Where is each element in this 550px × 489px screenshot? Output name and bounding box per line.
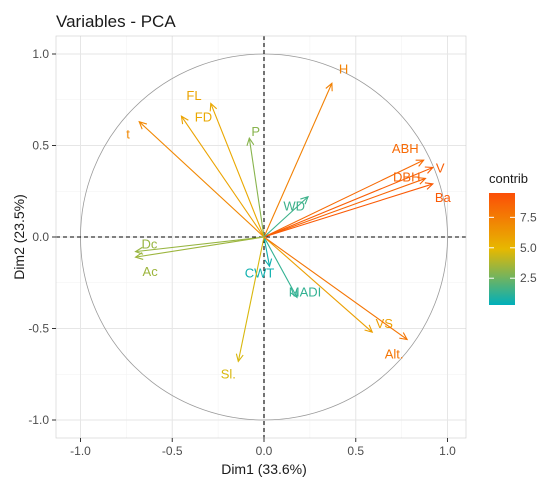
variable-label-fl: FL (186, 88, 201, 103)
legend-tick-label: 5.0 (520, 241, 537, 255)
x-tick-label: 1.0 (439, 444, 456, 458)
variable-label-alt: Alt. (385, 346, 404, 361)
variable-label-v: V (436, 160, 445, 175)
y-tick-label: 0.0 (32, 230, 49, 244)
arrowhead-wd (300, 195, 309, 205)
variable-alt: Alt. (263, 236, 409, 361)
variable-label-sl: Sl. (221, 366, 236, 381)
arrow-shaft-ba (263, 183, 433, 238)
variable-label-p: P (251, 124, 260, 139)
variable-dbh: DBH (263, 169, 427, 238)
variable-label-dbh: DBH (393, 169, 420, 184)
legend-tick-label: 2.5 (520, 271, 537, 285)
x-tick-label: -1.0 (70, 444, 91, 458)
arrowhead-alt (399, 332, 409, 341)
x-tick-label: -0.5 (162, 444, 183, 458)
variable-t: t (126, 120, 265, 238)
x-tick-label: 0.5 (347, 444, 364, 458)
x-tick-label: 0.0 (256, 444, 273, 458)
variable-madi: MADI (263, 236, 322, 299)
variable-label-fd: FD (195, 109, 212, 124)
arrowhead-p (246, 136, 255, 146)
arrow-shaft-dc (135, 236, 265, 253)
variable-cwt: CWT (245, 236, 275, 280)
variable-abh: ABH (263, 141, 425, 238)
x-axis-title: Dim1 (33.6%) (221, 461, 307, 477)
arrow-shaft-h (263, 83, 333, 238)
y-tick-label: 1.0 (32, 47, 49, 61)
arrowhead-ba (424, 182, 435, 190)
arrow-shaft-ac (135, 236, 265, 258)
arrowhead-h (325, 82, 333, 92)
variable-wd: WD (263, 195, 309, 238)
variable-v: V (263, 160, 445, 238)
arrow-shaft-fl (180, 115, 265, 238)
y-axis-title: Dim2 (23.5%) (11, 194, 27, 280)
arrowhead-vs (364, 324, 374, 333)
variable-h: H (263, 61, 348, 238)
arrow-shaft-p (248, 138, 265, 238)
y-tick-label: 0.5 (32, 139, 49, 153)
arrowhead-ac (134, 252, 144, 260)
variable-label-ac: Ac (143, 264, 159, 279)
variable-label-h: H (339, 61, 348, 76)
variable-label-dc: Dc (142, 237, 158, 252)
legend-title: contrib (489, 171, 528, 186)
arrowhead-dbh (417, 177, 427, 185)
arrow-shaft-v (263, 166, 434, 238)
variable-ba: Ba (263, 182, 452, 238)
arrow-shaft-madi (263, 236, 298, 298)
variable-sl: Sl. (221, 236, 265, 381)
arrowhead-sl (235, 353, 244, 363)
y-tick-label: -1.0 (28, 413, 49, 427)
variable-ac: Ac (134, 236, 265, 279)
contrib-legend: contrib 2.5 5.0 7.5 (489, 171, 537, 305)
arrowhead-madi (290, 289, 298, 299)
y-tick-label: -0.5 (28, 322, 49, 336)
arrow-shaft-cwt (263, 236, 271, 267)
variable-label-madi: MADI (289, 284, 322, 299)
variable-fd: FD (195, 102, 265, 238)
arrowhead-fl (180, 115, 189, 125)
variable-label-wd: WD (283, 199, 305, 214)
variable-label-t: t (126, 127, 130, 142)
variable-label-abh: ABH (392, 141, 419, 156)
variable-fl: FL (180, 88, 265, 238)
arrowhead-cwt (264, 258, 273, 268)
arrow-shaft-fd (210, 103, 265, 238)
legend-colorbar (489, 193, 515, 305)
arrowhead-v (424, 166, 434, 174)
variable-label-ba: Ba (435, 190, 452, 205)
arrow-shaft-t (138, 121, 265, 238)
arrow-shaft-sl (237, 236, 265, 362)
arrowhead-t (138, 120, 148, 130)
arrowhead-abh (415, 159, 425, 167)
variable-label-cwt: CWT (245, 265, 275, 280)
legend-tick-label: 7.5 (520, 210, 537, 224)
arrowhead-fd (209, 102, 218, 112)
arrow-shaft-alt (263, 236, 408, 340)
arrow-shaft-abh (263, 159, 424, 238)
arrow-shaft-vs (263, 236, 373, 333)
chart-title: Variables - PCA (56, 12, 176, 31)
plot-panel: HABHVDBHBaWDtFLFDPDcAcCWTMADIVSAlt.Sl. (55, 35, 467, 439)
arrow-shaft-dbh (263, 177, 426, 238)
variable-p: P (246, 124, 265, 238)
arrow-shaft-wd (263, 196, 309, 238)
